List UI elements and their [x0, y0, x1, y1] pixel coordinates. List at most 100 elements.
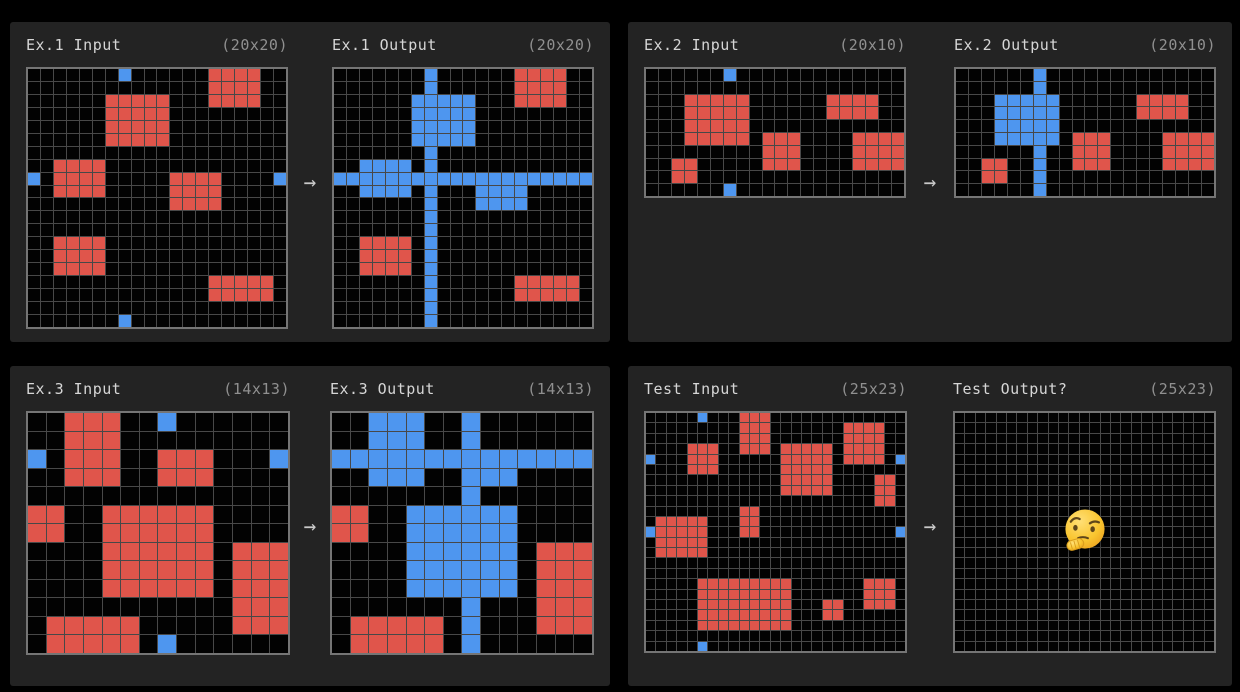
- grid-cell: [885, 610, 895, 620]
- grid-cell: [791, 433, 801, 444]
- grid-cell: [489, 315, 502, 327]
- grid-cell: [749, 133, 762, 145]
- grid-cell: [1007, 184, 1020, 196]
- grid-cell: [1173, 496, 1183, 506]
- grid-cell: [1069, 475, 1079, 485]
- grid-cell: [251, 579, 270, 598]
- grid-cell: [1163, 107, 1176, 120]
- grid-cell: [332, 542, 350, 561]
- grid-cell: [762, 145, 775, 158]
- grid-cell: [814, 171, 827, 184]
- grid-cell: [885, 433, 895, 444]
- grid-cell: [46, 561, 65, 579]
- grid-cell: [762, 171, 775, 184]
- grid-cell: [502, 289, 515, 302]
- grid-cell: [996, 610, 1006, 620]
- grid-cell: [398, 81, 411, 94]
- grid-cell: [334, 185, 346, 198]
- grid-cell: [102, 468, 121, 487]
- grid-cell: [656, 579, 666, 589]
- grid-cell: [814, 158, 827, 171]
- grid-cell: [879, 158, 892, 171]
- grid-cell: [222, 133, 235, 146]
- grid-cell: [895, 589, 905, 600]
- grid-cell: [574, 413, 592, 431]
- grid-cell: [1173, 444, 1183, 454]
- grid-cell: [105, 172, 118, 185]
- grid-cell: [554, 302, 567, 315]
- grid-cell: [222, 69, 235, 81]
- grid-cell: [1033, 120, 1046, 132]
- grid-cell: [760, 485, 770, 496]
- grid-cell: [541, 133, 554, 146]
- grid-cell: [833, 631, 843, 641]
- grid-cell: [144, 133, 157, 146]
- grid-cell: [1204, 600, 1214, 610]
- grid-cell: [359, 237, 372, 250]
- grid-cell: [1059, 171, 1072, 184]
- grid-cell: [102, 487, 121, 505]
- grid-cell: [1100, 620, 1110, 631]
- grid-cell: [697, 537, 708, 548]
- grid-cell: [965, 600, 975, 610]
- grid-cell: [646, 610, 656, 620]
- grid-cell: [209, 237, 222, 250]
- grid-cell: [822, 641, 833, 651]
- grid-cell: [812, 516, 822, 527]
- grid-cell: [131, 185, 144, 198]
- grid-cell: [567, 159, 580, 172]
- grid-cell: [1202, 94, 1214, 107]
- grid-cell: [476, 250, 489, 263]
- grid-cell: [144, 159, 157, 172]
- grid-cell: [981, 158, 994, 171]
- grid-cell: [261, 172, 274, 185]
- grid-cell: [994, 158, 1007, 171]
- ex3-output-grid: [330, 411, 594, 655]
- grid-cell: [965, 620, 975, 631]
- grid-cell: [157, 276, 170, 289]
- grid-cell: [843, 413, 853, 423]
- grid-cell: [1152, 516, 1162, 527]
- grid-cell: [79, 159, 92, 172]
- grid-cell: [261, 302, 274, 315]
- grid-cell: [40, 237, 53, 250]
- grid-cell: [406, 431, 425, 450]
- grid-cell: [710, 107, 723, 120]
- grid-cell: [53, 69, 66, 81]
- grid-cell: [1058, 641, 1069, 651]
- grid-cell: [1150, 145, 1163, 158]
- grid-cell: [274, 276, 286, 289]
- grid-cell: [450, 302, 463, 315]
- grid-cell: [499, 561, 518, 579]
- grid-cell: [1006, 579, 1017, 589]
- grid-cell: [975, 444, 986, 454]
- grid-cell: [346, 211, 359, 224]
- grid-cell: [554, 133, 567, 146]
- grid-cell: [1194, 506, 1204, 516]
- grid-cell: [144, 263, 157, 276]
- grid-cell: [968, 158, 981, 171]
- grid-cell: [541, 315, 554, 327]
- grid-cell: [677, 610, 687, 620]
- grid-cell: [866, 94, 879, 107]
- grid-cell: [812, 610, 822, 620]
- grid-cell: [334, 94, 346, 107]
- grid-cell: [1189, 107, 1202, 120]
- grid-cell: [791, 610, 801, 620]
- grid-cell: [398, 224, 411, 237]
- grid-cell: [463, 198, 476, 211]
- grid-cell: [40, 276, 53, 289]
- grid-cell: [770, 506, 781, 516]
- grid-cell: [822, 548, 833, 558]
- grid-cell: [1194, 548, 1204, 558]
- grid-cell: [411, 133, 424, 146]
- grid-cell: [749, 475, 760, 485]
- grid-cell: [359, 198, 372, 211]
- grid-cell: [65, 524, 83, 542]
- grid-cell: [656, 454, 666, 464]
- grid-cell: [1142, 568, 1152, 579]
- grid-cell: [1006, 485, 1017, 496]
- grid-cell: [801, 527, 812, 537]
- grid-cell: [723, 81, 736, 94]
- grid-cell: [1079, 568, 1090, 579]
